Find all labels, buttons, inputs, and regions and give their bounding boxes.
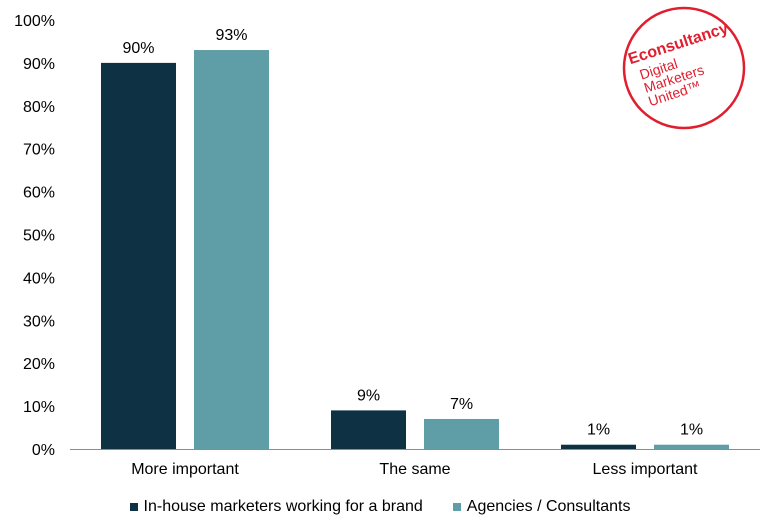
data-label: 90% — [122, 40, 154, 57]
y-tick-label: 80% — [23, 99, 55, 116]
y-tick-label: 10% — [23, 399, 55, 416]
data-label: 1% — [587, 422, 610, 439]
y-tick-label: 70% — [23, 142, 55, 159]
econsultancy-logo: Econsultancy Digital Marketers United™ — [622, 6, 746, 130]
y-axis: 0% 10% 20% 30% 40% 50% 60% 70% 80% 90% 100% — [14, 13, 55, 459]
y-tick-label: 40% — [23, 270, 55, 287]
logo-circle — [622, 6, 746, 130]
data-label: 1% — [680, 422, 703, 439]
x-axis: More important The same Less important — [131, 461, 698, 478]
y-tick-label: 20% — [23, 356, 55, 373]
logo-brand: Econsultancy — [626, 20, 730, 68]
legend-swatch-agencies — [452, 503, 461, 511]
data-label: 93% — [215, 27, 247, 44]
bar-agencies-1 — [424, 418, 499, 449]
y-tick-label: 50% — [23, 228, 55, 245]
data-label: 7% — [450, 396, 473, 413]
x-tick-label: Less important — [593, 461, 698, 478]
legend: In-house marketers working for a brand A… — [0, 495, 760, 519]
y-tick-label: 60% — [23, 185, 55, 202]
y-tick-label: 100% — [14, 13, 55, 30]
legend-item-inhouse: In-house marketers working for a brand — [129, 498, 423, 516]
x-tick-label: More important — [131, 461, 239, 478]
data-labels: 90% 93% 9% 7% 1% 1% — [122, 27, 703, 439]
y-tick-label: 30% — [23, 313, 55, 330]
x-tick-label: The same — [379, 461, 450, 478]
bar-agencies-2 — [654, 444, 729, 449]
legend-label-agencies: Agencies / Consultants — [466, 498, 631, 515]
y-tick-label: 0% — [32, 442, 55, 459]
y-tick-label: 90% — [23, 56, 55, 73]
bar-inhouse-0 — [101, 62, 176, 450]
bar-series — [101, 50, 729, 450]
legend-label-inhouse: In-house marketers working for a brand — [143, 498, 423, 515]
data-label: 9% — [357, 387, 380, 404]
bar-inhouse-2 — [561, 444, 636, 449]
bar-inhouse-1 — [331, 410, 406, 449]
bar-agencies-0 — [194, 50, 269, 449]
legend-swatch-inhouse — [129, 503, 138, 511]
legend-item-agencies: Agencies / Consultants — [452, 498, 631, 516]
